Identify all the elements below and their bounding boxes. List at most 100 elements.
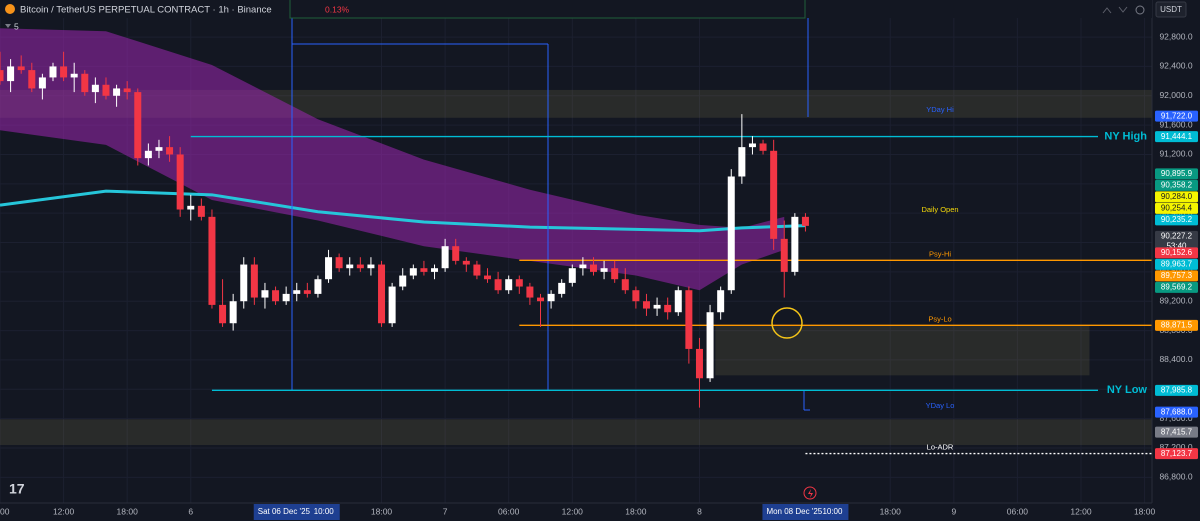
candle-body [144,150,152,159]
price-badge-label: 88,871.5 [1161,321,1193,330]
x-tick-label: 12:00 [53,506,75,516]
symbol-icon [5,4,15,14]
candle-body [727,176,735,291]
price-badge-label: 91,444.1 [1161,132,1193,141]
x-tick-label: 06:00 [1007,506,1029,516]
candle-body [102,84,110,96]
candle-body [261,290,269,298]
candle-body [505,279,513,291]
price-badge-label: 87,985.8 [1161,386,1193,395]
candle-body [367,264,375,269]
candle-body [113,88,121,96]
price-badge-label: 89,757.3 [1161,271,1193,280]
candle-body [282,293,290,302]
candle-body [642,301,650,309]
y-tick-label: 92,800.0 [1159,31,1192,41]
candle-body [229,301,237,324]
x-tick-label: 18:00 [880,506,902,516]
price-badge-label: 87,688.0 [1161,408,1193,417]
candle-body [272,290,280,302]
price-badge [1155,270,1198,282]
currency-button[interactable] [1155,1,1187,18]
x-tick-label: 00 [0,506,10,516]
price-badge-label: 90,254.4 [1161,204,1193,213]
candle-body [494,279,502,291]
candle-body [632,290,640,302]
levels: YDay Hi NY High Daily Open Psy-Hi Psy-Lo NY L… [190,105,1152,455]
zone [0,419,1152,446]
candle-body [547,293,555,302]
logo[interactable]: 17 [9,481,25,497]
candle-body [579,264,587,269]
price-badge [1155,179,1198,191]
price-badge [1155,426,1198,438]
time-marker-time: 10:00 [822,507,843,516]
candle-body [558,282,566,294]
scroll-down[interactable] [1118,6,1128,13]
candle-body [420,268,428,272]
candle-body [589,264,597,272]
candle-body [7,66,15,82]
top-bar-bg [0,0,1152,18]
candle-body [653,304,661,309]
candle-body [674,290,682,313]
x-tick-label: 18:00 [371,506,393,516]
candle-body [325,257,333,280]
candle-body [38,77,46,89]
price-badge-label: 90,284.0 [1161,192,1193,201]
candle-body [568,268,576,283]
candle-body [611,268,619,280]
y-tick-label: 91,200.0 [1159,149,1192,159]
symbol-title: Bitcoin / TetherUS PERPETUAL CONTRACT · … [20,5,272,16]
candle-body [695,348,703,379]
candle-body [399,275,407,287]
price-badge [1155,448,1198,460]
indicator-count[interactable]: 5 [14,21,19,31]
price-badge-label: 89,963.7 [1161,260,1193,269]
candle-body [378,264,386,324]
candle-body [526,286,534,298]
event-icon[interactable] [803,486,817,500]
y-tick-label: 92,400.0 [1159,61,1192,71]
candles [0,51,809,408]
candle-body [303,290,311,294]
price-badge [1155,168,1198,180]
candle-body [356,264,364,269]
indicators [0,28,806,291]
x-tick-label: 7 [443,506,448,516]
y-tick-label: 91,600.0 [1159,119,1192,129]
candle-body [706,312,714,379]
currency[interactable]: USDT [1160,5,1182,14]
x-tick-label: 9 [951,506,956,516]
candle-body [155,147,163,151]
top-box [289,0,806,19]
price-badge [1155,110,1198,122]
scroll-up[interactable] [1102,7,1112,14]
level-label: Psy-Hi [929,249,951,258]
price-badge [1155,230,1198,252]
level-label: NY Low [1107,384,1148,396]
change: 0.13% [325,4,350,14]
candle-body [388,286,396,324]
candle-body [759,143,767,151]
x-tick-label: 18:00 [625,506,647,516]
time-marker [253,504,340,520]
price-badge-label: 90,358.2 [1161,181,1193,190]
cloud [0,28,785,291]
countdown: 53:40 [1166,241,1187,250]
price-badges: 91,722.0 91,444.1 90,895.9 90,358.2 90,284.0… [1155,110,1198,460]
time-marker-date: Mon 08 Dec '25 [766,507,822,516]
collapse-arrow[interactable] [5,24,11,28]
candle-body [293,290,301,294]
candle-body [176,154,184,210]
candle-body [49,66,57,78]
candle-body [0,70,4,82]
time-marker-time: 10:00 [314,507,335,516]
level-label: NY High [1104,130,1147,142]
candle-body [685,290,693,349]
candle-body [536,297,544,302]
candle-body [346,264,354,269]
candle-body [473,264,481,276]
settings-button[interactable] [1135,5,1145,15]
